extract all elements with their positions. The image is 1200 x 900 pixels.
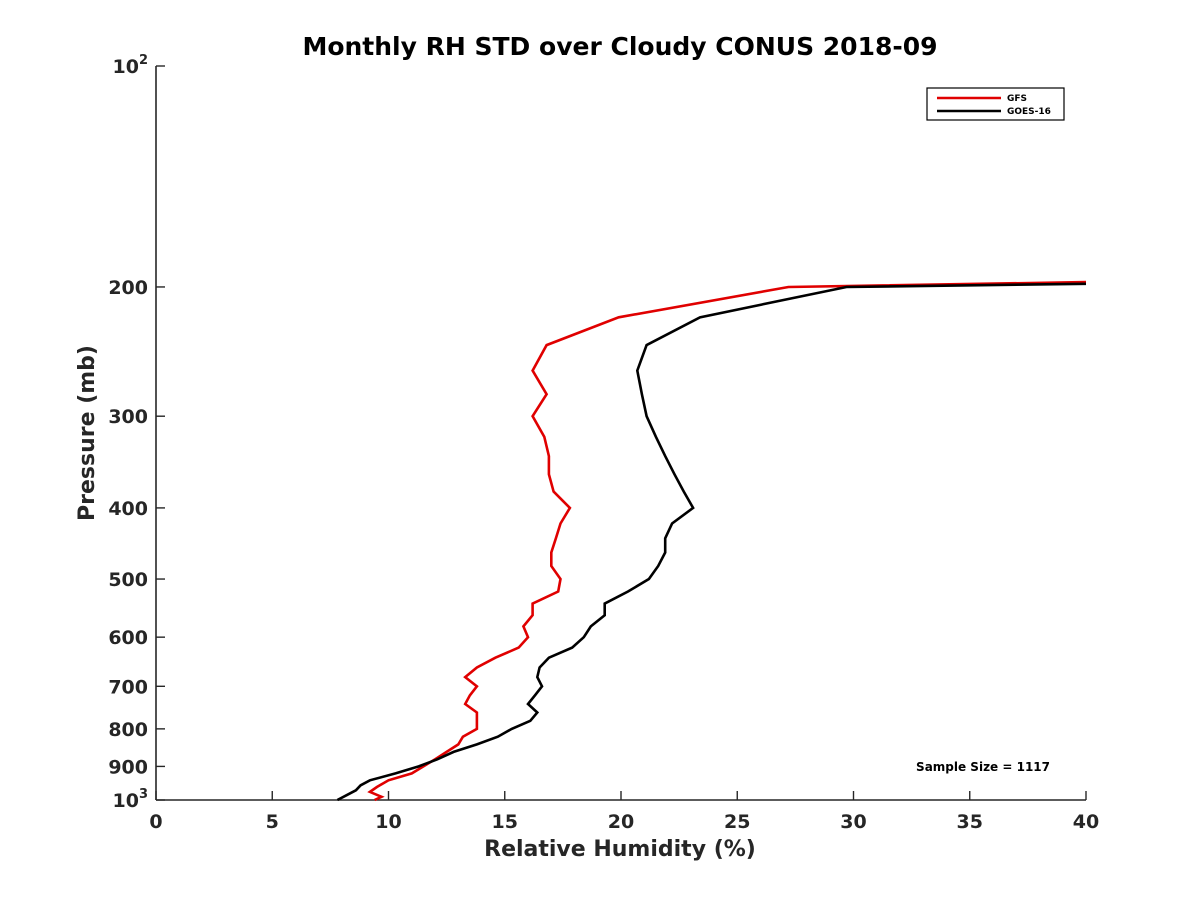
series-line-gfs — [367, 280, 1087, 802]
y-tick-label: 900 — [108, 756, 148, 778]
y-tick-label: 600 — [108, 627, 148, 649]
y-tick-label: 200 — [108, 277, 148, 299]
y-tick-label-base: 10 — [113, 56, 139, 78]
x-tick-label: 40 — [1073, 811, 1099, 833]
legend-box — [926, 87, 1065, 121]
x-tick-label: 10 — [375, 811, 401, 833]
x-tick-label: 25 — [724, 811, 750, 833]
y-tick-label: 103 — [113, 787, 149, 812]
x-tick-label: 15 — [492, 811, 518, 833]
sample-size-annotation: Sample Size = 1117 — [916, 760, 1050, 774]
y-axis-label: Pressure (mb) — [75, 345, 100, 521]
y-tick-label: 400 — [108, 498, 148, 520]
legend-label-goes-16: GOES-16 — [1007, 107, 1051, 117]
series-layer — [336, 280, 1087, 802]
y-tick-label-base: 300 — [108, 406, 148, 428]
y-tick-label-base: 600 — [108, 627, 148, 649]
legend: GFS GOES-16 — [926, 87, 1065, 121]
series-line-goes-16 — [336, 282, 1087, 802]
y-tick-label-base: 800 — [108, 719, 148, 741]
y-tick-label: 102 — [113, 53, 149, 78]
x-tick-label: 5 — [266, 811, 279, 833]
y-tick-label-exponent: 2 — [139, 53, 148, 68]
y-tick-label: 300 — [108, 406, 148, 428]
y-tick-label-base: 10 — [113, 790, 139, 812]
y-tick-label: 500 — [108, 569, 148, 591]
y-tick-label-base: 400 — [108, 498, 148, 520]
y-tick-label-base: 900 — [108, 756, 148, 778]
axes — [155, 66, 1086, 801]
y-tick-label: 800 — [108, 719, 148, 741]
chart-title: Monthly RH STD over Cloudy CONUS 2018-09 — [302, 32, 937, 61]
y-tick-label-base: 500 — [108, 569, 148, 591]
y-tick-label-exponent: 3 — [139, 787, 148, 802]
x-tick-label: 35 — [957, 811, 983, 833]
x-ticks: 0 5 10 15 20 25 30 35 40 — [149, 791, 1099, 833]
x-tick-label: 0 — [149, 811, 162, 833]
y-tick-label-base: 200 — [108, 277, 148, 299]
x-tick-label: 20 — [608, 811, 634, 833]
legend-label-gfs: GFS — [1007, 94, 1027, 104]
x-tick-label: 30 — [840, 811, 866, 833]
y-tick-label-base: 700 — [108, 676, 148, 698]
x-axis-label: Relative Humidity (%) — [484, 837, 756, 862]
y-tick-label: 700 — [108, 676, 148, 698]
